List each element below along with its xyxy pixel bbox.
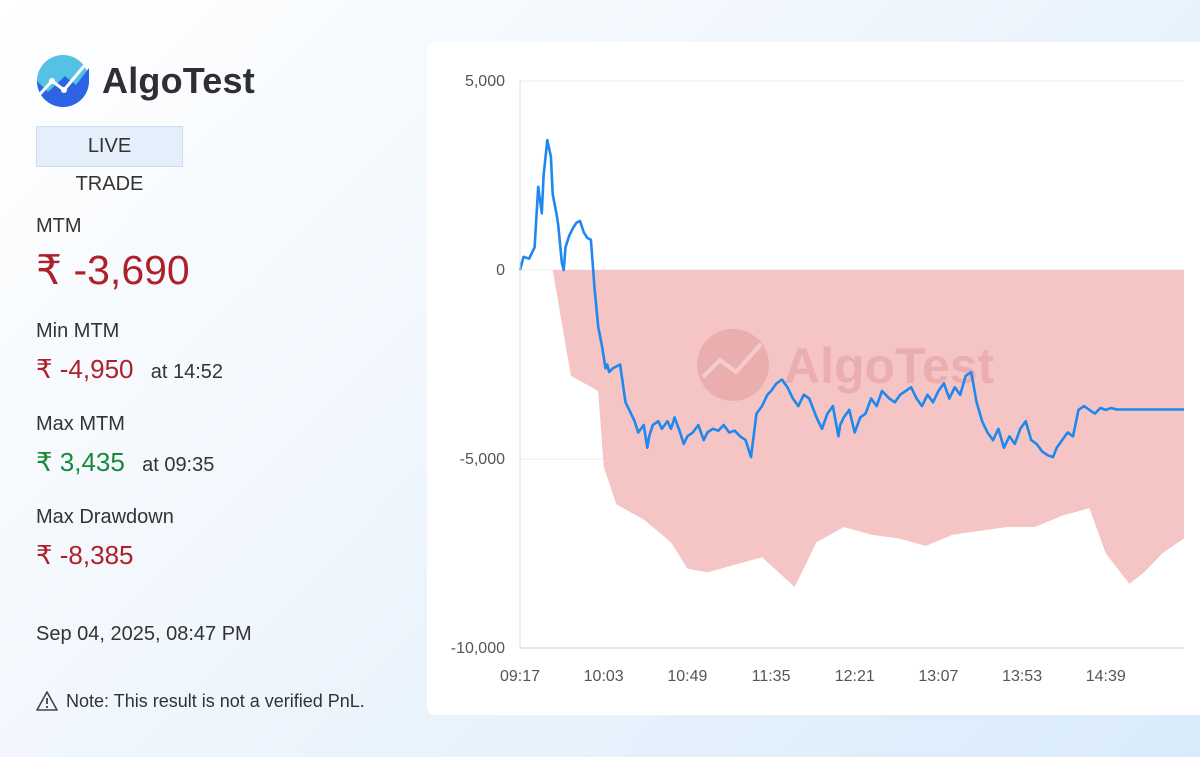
note-text: Note: This result is not a verified PnL. <box>66 690 365 711</box>
x-tick-label: 13:07 <box>918 668 958 685</box>
drawdown-area <box>520 270 1184 587</box>
summary-panel: AlgoTest LIVE TRADE MTM ₹ -3,690 Min MTM… <box>36 0 396 757</box>
x-tick-label: 12:21 <box>835 668 875 685</box>
x-tick-label: 14:39 <box>1086 668 1126 685</box>
mode-badge: LIVE <box>36 126 183 167</box>
mtm-series-line <box>518 138 1184 459</box>
x-tick-label: 11:35 <box>752 668 791 685</box>
mtm-chart: AlgoTest 5,000 0 -5,000 -10,000 09:17 10:03 10… <box>451 73 1184 685</box>
max-drawdown-value: ₹ -8,385 <box>36 540 134 570</box>
y-tick-label: 5,000 <box>465 73 505 90</box>
max-drawdown-label: Max Drawdown <box>36 506 174 528</box>
mtm-chart-card: AlgoTest 5,000 0 -5,000 -10,000 09:17 10:03 10… <box>427 42 1200 715</box>
y-tick-label: -5,000 <box>460 451 505 468</box>
max-mtm-time: at 09:35 <box>142 454 215 476</box>
max-mtm-row: ₹ 3,435 at 09:35 <box>36 447 214 478</box>
y-tick-label: 0 <box>496 262 505 279</box>
y-tick-label: -10,000 <box>451 640 505 657</box>
mtm-value: ₹ -3,690 <box>36 247 190 293</box>
max-mtm-label: Max MTM <box>36 413 125 435</box>
disclaimer-note: Note: This result is not a verified PnL. <box>36 690 365 712</box>
mode-type: TRADE <box>75 173 144 195</box>
x-tick-label: 10:03 <box>584 668 624 685</box>
watermark-logo-icon <box>697 329 769 401</box>
report-datetime: Sep 04, 2025, 08:47 PM <box>36 623 252 645</box>
x-tick-label: 10:49 <box>667 668 707 685</box>
mtm-label: MTM <box>36 215 82 237</box>
mode-label: LIVE <box>87 135 132 157</box>
x-tick-label: 13:53 <box>1002 668 1042 685</box>
chart-watermark: AlgoTest <box>784 338 995 394</box>
min-mtm-time: at 14:52 <box>150 361 224 383</box>
max-mtm-value: ₹ 3,435 <box>36 447 125 477</box>
min-mtm-row: ₹ -4,950 at 14:52 <box>36 354 223 385</box>
min-mtm-label: Min MTM <box>36 320 120 342</box>
x-tick-label: 09:17 <box>500 668 540 685</box>
algotest-logo-icon <box>37 55 89 107</box>
brand: AlgoTest <box>36 54 255 108</box>
brand-name: AlgoTest <box>102 60 255 101</box>
min-mtm-value: ₹ -4,950 <box>36 354 134 384</box>
warning-icon <box>36 691 58 711</box>
